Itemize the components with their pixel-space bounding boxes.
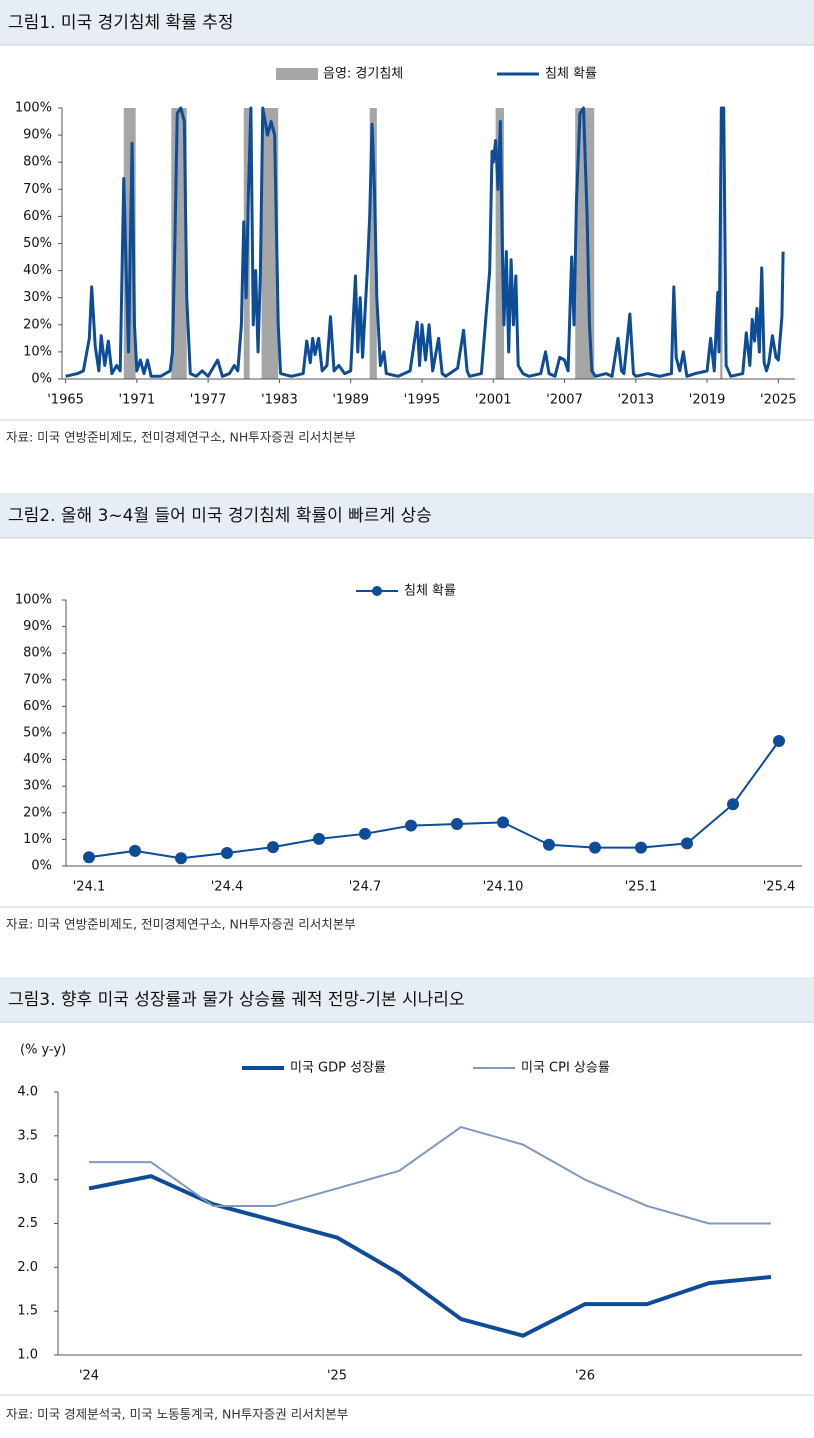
x-tick-label: '1989 xyxy=(332,393,369,408)
legend-label: 음영: 경기침체 xyxy=(323,67,403,82)
data-point xyxy=(221,846,233,859)
x-tick-label: '2013 xyxy=(617,393,654,408)
y-tick-label: 80% xyxy=(23,155,52,170)
y-tick-label: 100% xyxy=(15,101,52,116)
source-note: 자료: 미국 연방준비제도, 전미경제연구소, NH투자증권 리서치본부 xyxy=(6,917,356,932)
y-tick-label: 1.0 xyxy=(17,1348,38,1363)
x-tick-label: '1995 xyxy=(404,393,441,408)
legend-swatch xyxy=(276,68,318,80)
x-tick-label: '24.1 xyxy=(73,880,106,895)
legend-label: 미국 CPI 상승률 xyxy=(521,1061,610,1076)
x-tick-label: '2001 xyxy=(475,393,512,408)
y-tick-label: 80% xyxy=(23,646,52,661)
y-tick-label: 0% xyxy=(31,859,52,874)
data-point xyxy=(405,819,417,832)
data-point xyxy=(451,817,463,830)
x-tick-label: '1983 xyxy=(261,393,298,408)
y-tick-label: 2.5 xyxy=(17,1216,38,1231)
x-tick-label: '25 xyxy=(327,1369,347,1384)
y-tick-label: 100% xyxy=(15,593,52,608)
x-tick-label: '26 xyxy=(575,1369,595,1384)
y-axis-unit: (% y-y) xyxy=(20,1043,66,1058)
series-line xyxy=(65,106,785,378)
y-tick-label: 30% xyxy=(23,290,52,305)
source-note: 자료: 미국 경제분석국, 미국 노동통계국, NH투자증권 리서치본부 xyxy=(6,1407,348,1422)
x-tick-label: '25.1 xyxy=(625,880,658,895)
header-bar xyxy=(0,977,814,1022)
y-tick-label: 40% xyxy=(23,752,52,767)
figure-title: 그림1. 미국 경기침체 확률 추정 xyxy=(8,13,234,33)
y-tick-label: 30% xyxy=(23,779,52,794)
data-point xyxy=(681,837,693,850)
y-tick-label: 60% xyxy=(23,699,52,714)
data-point xyxy=(175,852,187,865)
data-point xyxy=(359,827,371,840)
x-tick-label: '1977 xyxy=(190,393,227,408)
figure-title: 그림2. 올해 3~4월 들어 미국 경기침체 확률이 빠르게 상승 xyxy=(8,506,432,526)
y-tick-label: 0% xyxy=(31,372,52,387)
data-point xyxy=(83,851,95,864)
x-tick-label: '1965 xyxy=(47,393,84,408)
legend-marker xyxy=(372,586,382,596)
y-tick-label: 70% xyxy=(23,672,52,687)
legend-label: 미국 GDP 성장률 xyxy=(290,1061,386,1076)
x-tick-label: '24 xyxy=(79,1369,99,1384)
recession-shade xyxy=(495,108,504,379)
x-tick-label: '2025 xyxy=(760,393,797,408)
y-tick-label: 90% xyxy=(23,128,52,143)
y-tick-label: 50% xyxy=(23,726,52,741)
data-point xyxy=(543,838,555,851)
series-line xyxy=(88,740,780,860)
y-tick-label: 1.5 xyxy=(17,1304,38,1319)
x-tick-label: '1971 xyxy=(119,393,156,408)
legend-label: 침체 확률 xyxy=(404,584,456,599)
y-tick-label: 2.0 xyxy=(17,1260,38,1275)
header-bar xyxy=(0,493,814,538)
data-point xyxy=(497,816,509,829)
data-point xyxy=(773,734,785,747)
data-point xyxy=(267,841,279,854)
x-tick-label: '2019 xyxy=(689,393,726,408)
y-tick-label: 20% xyxy=(23,805,52,820)
y-tick-label: 90% xyxy=(23,619,52,634)
series-line xyxy=(89,1126,771,1225)
series-line xyxy=(88,1174,772,1338)
y-tick-label: 4.0 xyxy=(17,1085,38,1100)
y-tick-label: 70% xyxy=(23,182,52,197)
data-point xyxy=(589,841,601,854)
y-tick-label: 20% xyxy=(23,317,52,332)
x-tick-label: '25.4 xyxy=(763,880,796,895)
recession-shade xyxy=(369,108,377,379)
y-tick-label: 40% xyxy=(23,263,52,278)
x-tick-label: '24.4 xyxy=(211,880,244,895)
header-bar xyxy=(0,0,814,45)
x-tick-label: '2007 xyxy=(546,393,583,408)
x-tick-label: '24.7 xyxy=(349,880,382,895)
y-tick-label: 50% xyxy=(23,236,52,251)
data-point xyxy=(727,798,739,811)
y-tick-label: 3.0 xyxy=(17,1172,38,1187)
data-point xyxy=(313,832,325,845)
data-point xyxy=(635,841,647,854)
y-tick-label: 60% xyxy=(23,209,52,224)
figure-title: 그림3. 향후 미국 성장률과 물가 상승률 궤적 전망-기본 시나리오 xyxy=(8,990,465,1010)
source-note: 자료: 미국 연방준비제도, 전미경제연구소, NH투자증권 리서치본부 xyxy=(6,430,356,445)
legend-label: 침체 확률 xyxy=(545,67,597,82)
y-tick-label: 10% xyxy=(23,344,52,359)
y-tick-label: 3.5 xyxy=(17,1128,38,1143)
data-point xyxy=(129,844,141,857)
y-tick-label: 10% xyxy=(23,832,52,847)
x-tick-label: '24.10 xyxy=(483,880,524,895)
